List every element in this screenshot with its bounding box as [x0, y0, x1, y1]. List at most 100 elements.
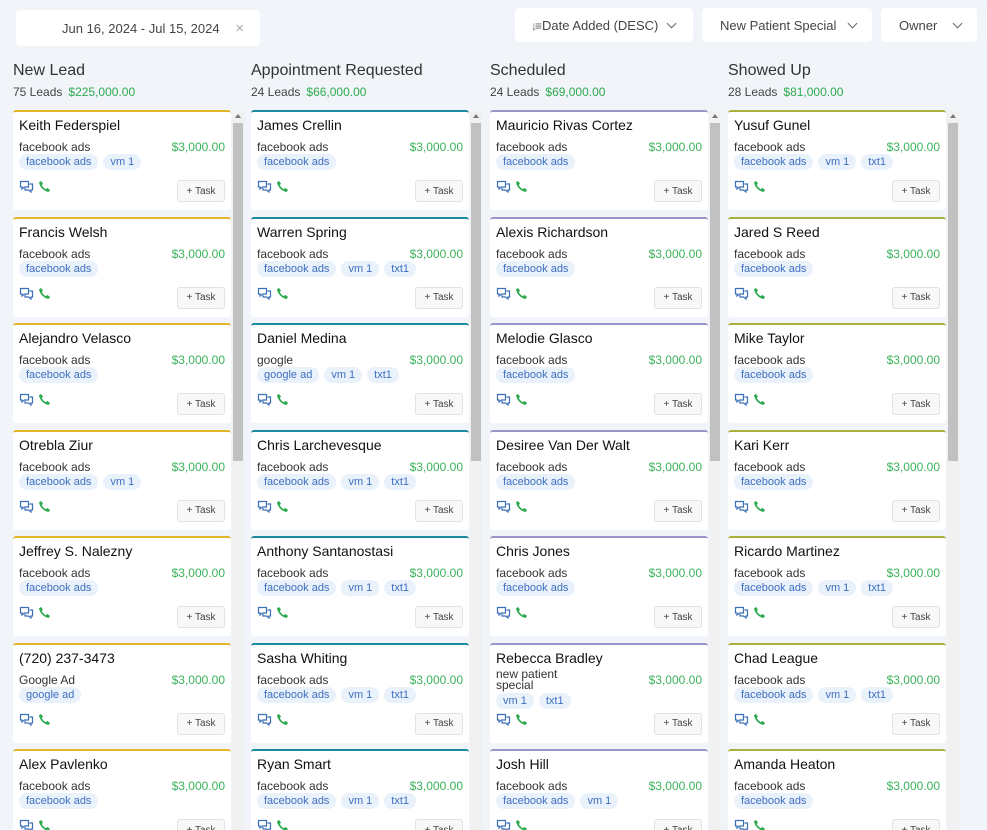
phone-icon[interactable] [515, 819, 528, 830]
chat-icon[interactable] [496, 713, 511, 731]
chat-icon[interactable] [496, 393, 511, 411]
chat-icon[interactable] [257, 500, 272, 518]
lead-card[interactable]: Josh Hill facebook ads $3,000.00 faceboo… [490, 749, 708, 830]
chat-icon[interactable] [496, 180, 511, 198]
chat-icon[interactable] [496, 819, 511, 830]
lead-card[interactable]: Mauricio Rivas Cortez facebook ads $3,00… [490, 110, 708, 210]
add-task-button[interactable]: + Task [892, 499, 940, 522]
sort-dropdown[interactable]: ↓≡ Date Added (DESC) [515, 8, 693, 42]
add-task-button[interactable]: + Task [654, 819, 702, 830]
scroll-up-icon[interactable] [473, 114, 479, 118]
lead-card[interactable]: Desiree Van Der Walt facebook ads $3,000… [490, 429, 708, 530]
phone-icon[interactable] [753, 393, 766, 411]
phone-icon[interactable] [276, 393, 289, 411]
lead-card[interactable]: Anthony Santanostasi facebook ads $3,000… [251, 536, 469, 636]
lead-card[interactable]: Chad League facebook ads $3,000.00 faceb… [728, 642, 946, 743]
add-task-button[interactable]: + Task [415, 606, 463, 628]
lead-card[interactable]: Amanda Heaton facebook ads $3,000.00 fac… [728, 749, 946, 830]
phone-icon[interactable] [515, 287, 528, 305]
clear-icon[interactable]: × [235, 19, 244, 37]
phone-icon[interactable] [515, 500, 528, 518]
phone-icon[interactable] [753, 606, 766, 624]
lead-card[interactable]: Yusuf Gunel facebook ads $3,000.00 faceb… [728, 110, 946, 210]
phone-icon[interactable] [38, 180, 51, 198]
chat-icon[interactable] [19, 713, 34, 731]
scroll-up-icon[interactable] [950, 114, 956, 118]
lead-card[interactable]: Kari Kerr facebook ads $3,000.00 faceboo… [728, 429, 946, 530]
phone-icon[interactable] [753, 500, 766, 518]
phone-icon[interactable] [276, 180, 289, 198]
lead-card[interactable]: Alex Pavlenko facebook ads $3,000.00 fac… [13, 749, 231, 830]
lead-card[interactable]: Jared S Reed facebook ads $3,000.00 face… [728, 216, 946, 317]
add-task-button[interactable]: + Task [177, 180, 225, 202]
scroll-up-icon[interactable] [712, 114, 718, 118]
column-scrollbar[interactable] [232, 111, 244, 830]
add-task-button[interactable]: + Task [415, 499, 463, 522]
add-task-button[interactable]: + Task [177, 393, 225, 415]
add-task-button[interactable]: + Task [892, 712, 940, 735]
lead-card[interactable]: Sasha Whiting facebook ads $3,000.00 fac… [251, 642, 469, 743]
scrollbar-thumb[interactable] [233, 123, 243, 461]
add-task-button[interactable]: + Task [177, 286, 225, 309]
phone-icon[interactable] [38, 819, 51, 830]
add-task-button[interactable]: + Task [654, 180, 702, 202]
phone-icon[interactable] [515, 606, 528, 624]
lead-card[interactable]: Francis Welsh facebook ads $3,000.00 fac… [13, 216, 231, 317]
chat-icon[interactable] [734, 819, 749, 830]
phone-icon[interactable] [515, 180, 528, 198]
add-task-button[interactable]: + Task [892, 286, 940, 309]
lead-card[interactable]: Rebecca Bradley new patient special $3,0… [490, 642, 708, 743]
chat-icon[interactable] [257, 180, 272, 198]
add-task-button[interactable]: + Task [654, 606, 702, 628]
add-task-button[interactable]: + Task [892, 393, 940, 415]
scroll-up-icon[interactable] [235, 114, 241, 118]
phone-icon[interactable] [753, 180, 766, 198]
chat-icon[interactable] [734, 287, 749, 305]
phone-icon[interactable] [276, 606, 289, 624]
column-scrollbar[interactable] [709, 111, 721, 830]
chat-icon[interactable] [734, 606, 749, 624]
add-task-button[interactable]: + Task [177, 819, 225, 830]
phone-icon[interactable] [38, 393, 51, 411]
chat-icon[interactable] [257, 393, 272, 411]
phone-icon[interactable] [276, 500, 289, 518]
lead-card[interactable]: James Crellin facebook ads $3,000.00 fac… [251, 110, 469, 210]
phone-icon[interactable] [276, 287, 289, 305]
chat-icon[interactable] [734, 180, 749, 198]
chat-icon[interactable] [19, 393, 34, 411]
lead-card[interactable]: Warren Spring facebook ads $3,000.00 fac… [251, 216, 469, 317]
chat-icon[interactable] [257, 606, 272, 624]
lead-card[interactable]: Chris Jones facebook ads $3,000.00 faceb… [490, 536, 708, 636]
lead-card[interactable]: Melodie Glasco facebook ads $3,000.00 fa… [490, 323, 708, 423]
lead-card[interactable]: Ricardo Martinez facebook ads $3,000.00 … [728, 536, 946, 636]
lead-card[interactable]: Keith Federspiel facebook ads $3,000.00 … [13, 110, 231, 210]
add-task-button[interactable]: + Task [177, 712, 225, 735]
add-task-button[interactable]: + Task [415, 819, 463, 830]
phone-icon[interactable] [515, 393, 528, 411]
chat-icon[interactable] [19, 606, 34, 624]
date-range-filter[interactable]: Jun 16, 2024 - Jul 15, 2024 × [16, 10, 260, 46]
phone-icon[interactable] [38, 713, 51, 731]
chat-icon[interactable] [496, 500, 511, 518]
add-task-button[interactable]: + Task [415, 393, 463, 415]
chat-icon[interactable] [734, 393, 749, 411]
pipeline-dropdown[interactable]: New Patient Special [702, 8, 872, 42]
lead-card[interactable]: Alexis Richardson facebook ads $3,000.00… [490, 216, 708, 317]
add-task-button[interactable]: + Task [415, 180, 463, 202]
scrollbar-thumb[interactable] [471, 123, 481, 461]
add-task-button[interactable]: + Task [415, 712, 463, 735]
chat-icon[interactable] [734, 500, 749, 518]
chat-icon[interactable] [19, 287, 34, 305]
phone-icon[interactable] [753, 713, 766, 731]
chat-icon[interactable] [257, 819, 272, 830]
lead-card[interactable]: Mike Taylor facebook ads $3,000.00 faceb… [728, 323, 946, 423]
chat-icon[interactable] [19, 180, 34, 198]
chat-icon[interactable] [19, 500, 34, 518]
add-task-button[interactable]: + Task [177, 606, 225, 628]
add-task-button[interactable]: + Task [177, 499, 225, 522]
add-task-button[interactable]: + Task [654, 499, 702, 522]
column-scrollbar[interactable] [947, 111, 959, 830]
phone-icon[interactable] [276, 819, 289, 830]
owner-dropdown[interactable]: Owner [881, 8, 977, 42]
chat-icon[interactable] [734, 713, 749, 731]
